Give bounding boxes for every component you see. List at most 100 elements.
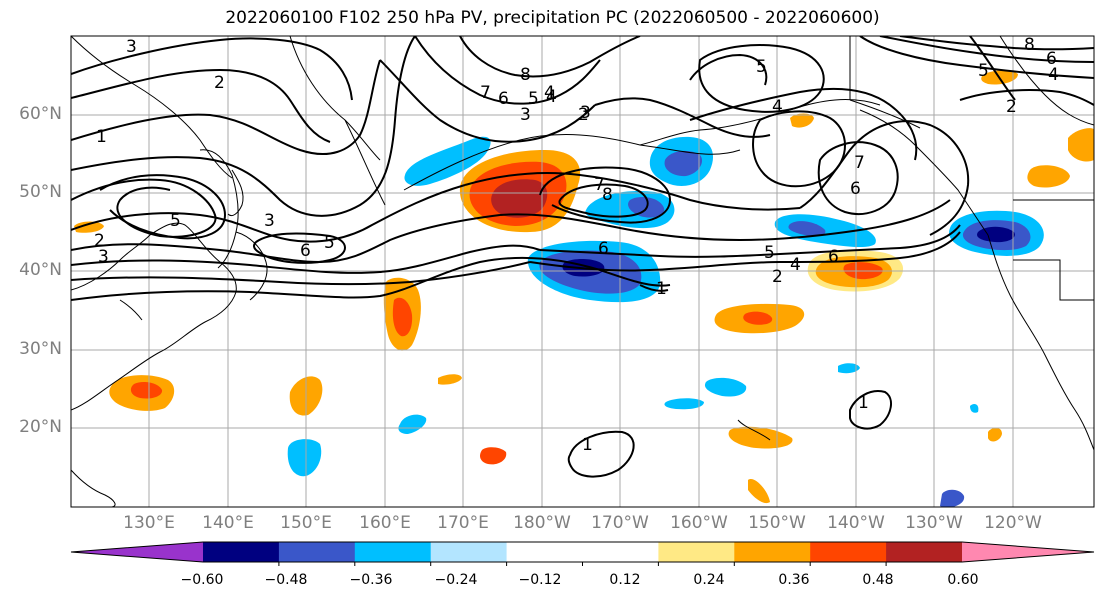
precip-positive-blob <box>480 447 507 465</box>
precip-negative-blob <box>970 404 979 413</box>
lon-label: 130°W <box>905 513 963 533</box>
contour-label: 8 <box>602 185 613 205</box>
gridlines <box>71 36 1094 507</box>
colorbar-segment <box>582 542 659 562</box>
contour-label: 3 <box>126 37 137 57</box>
colorbar-tick-label: −0.48 <box>264 572 308 588</box>
colorbar-segment <box>354 542 432 562</box>
contour-label: 4 <box>1048 65 1059 85</box>
contour-labels: 3 2 1 5 3 6 5 3 2 3 8 7 6 5 4 3 7 8 6 5 … <box>94 35 1059 455</box>
precip-negative-core <box>788 221 826 237</box>
contour-label: 8 <box>1024 35 1035 55</box>
lon-label: 170°W <box>591 513 649 533</box>
contour-label: 2 <box>1006 97 1017 117</box>
lon-label: 160°W <box>670 513 728 533</box>
lon-label: 130°E <box>123 513 175 533</box>
contour-label: 5 <box>324 233 335 253</box>
lon-label: 170°E <box>437 513 489 533</box>
lon-label: 150°W <box>748 513 806 533</box>
pv-contours <box>71 36 1094 478</box>
contour-label: 2 <box>214 73 225 93</box>
contour-label: 6 <box>300 241 311 261</box>
contour-label: 7 <box>854 153 865 173</box>
contour-label: 4 <box>546 87 557 107</box>
map-area: 3 2 1 5 3 6 5 3 2 3 8 7 6 5 4 3 7 8 6 5 … <box>71 35 1094 507</box>
colorbar-segment <box>734 542 811 562</box>
colorbar <box>70 541 1095 566</box>
lat-label-50n: 50°N <box>19 182 62 202</box>
lon-label: 140°E <box>202 513 254 533</box>
contour-label: 6 <box>1046 49 1057 69</box>
precip-negative-blob <box>398 414 427 434</box>
precip-negative-blob <box>287 439 322 477</box>
contour-label: 1 <box>858 393 869 413</box>
lon-label: 160°E <box>359 513 411 533</box>
colorbar-outline <box>70 541 1095 563</box>
precip-positive-blob <box>988 427 1002 442</box>
precip-positive-blob <box>74 221 104 233</box>
contour-label: 4 <box>544 83 555 103</box>
lat-label-30n: 30°N <box>19 339 62 359</box>
contour-label: 6 <box>598 239 609 259</box>
contour-label: 2 <box>578 105 589 125</box>
precip-positive-peak <box>130 382 163 399</box>
precip-positive-blob <box>790 113 814 128</box>
coastlines <box>71 36 1094 507</box>
contour-label: 7 <box>594 175 605 195</box>
contour-label: 6 <box>850 179 861 199</box>
precip-negative-blob <box>404 136 491 186</box>
contour-label: 5 <box>764 243 775 263</box>
precip-positive-blob <box>438 374 462 385</box>
contour-label: 5 <box>528 89 539 109</box>
precip-negative-blob <box>940 489 965 507</box>
colorbar-segment <box>886 542 963 562</box>
contour-label: 3 <box>520 105 531 125</box>
contour-label: 8 <box>520 65 531 85</box>
lon-label: 120°W <box>984 513 1042 533</box>
precip-positive-peak <box>743 311 773 325</box>
contour-label: 4 <box>772 97 783 117</box>
precip-positive-peak <box>491 179 548 218</box>
colorbar-segment <box>278 542 356 562</box>
lon-label: 180°W <box>513 513 571 533</box>
colorbar-tick-label: 0.48 <box>862 572 894 588</box>
colorbar-tick-label: −0.12 <box>518 572 562 588</box>
precip-positive-blob <box>1027 165 1070 188</box>
contour-label: 5 <box>756 57 767 77</box>
map-title: 2022060100 F102 250 hPa PV, precipitatio… <box>225 8 880 28</box>
precip-negative-peak <box>977 226 1015 243</box>
contour-label: 3 <box>264 211 275 231</box>
precip-negative-blob <box>704 377 747 397</box>
colorbar-segment <box>810 542 887 562</box>
contour-label: 5 <box>978 61 989 81</box>
lat-label-60n: 60°N <box>19 104 62 124</box>
contour-label: 2 <box>94 231 105 251</box>
lat-label-20n: 20°N <box>19 417 62 437</box>
colorbar-tick-label: −0.60 <box>180 572 224 588</box>
colorbar-tick-label: −0.24 <box>434 572 478 588</box>
colorbar-segment <box>203 542 280 562</box>
colorbar-tick-label: 0.60 <box>947 572 979 588</box>
contour-label: 7 <box>480 83 491 103</box>
precip-positive-core <box>392 297 413 337</box>
precip-positive-blob <box>748 479 770 504</box>
colorbar-extend-low <box>71 542 203 562</box>
colorbar-tick-label: 0.24 <box>693 572 725 588</box>
contour-label: 6 <box>828 247 839 267</box>
contour-label: 1 <box>96 127 107 147</box>
lat-label-40n: 40°N <box>19 260 62 280</box>
colorbar-extend-high <box>962 542 1094 562</box>
precip-negative-blob <box>838 363 860 374</box>
contour-label: 2 <box>772 267 783 287</box>
lon-label: 150°E <box>280 513 332 533</box>
contour-label: 3 <box>580 103 591 123</box>
contour-label: 5 <box>170 211 181 231</box>
plot-frame <box>70 35 1095 508</box>
contour-label: 3 <box>98 247 109 267</box>
colorbar-tick-label: 0.36 <box>778 572 810 588</box>
contour-label: 1 <box>582 435 593 455</box>
precip-negative-core <box>664 150 703 177</box>
precip-positive-blob <box>1068 128 1094 162</box>
colorbar-tick-label: 0.12 <box>609 572 641 588</box>
